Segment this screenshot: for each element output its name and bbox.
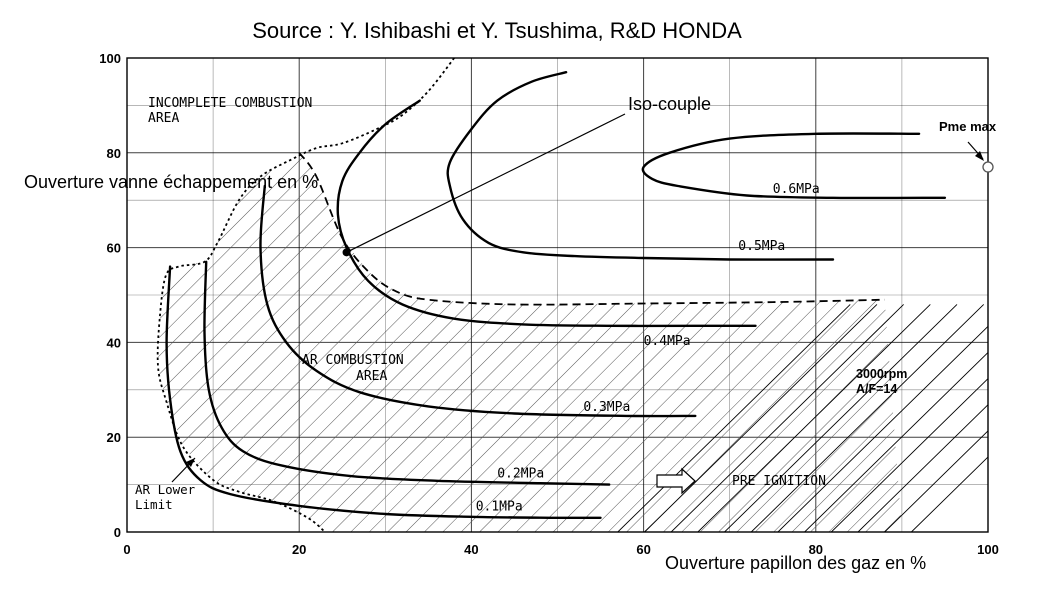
pre-ignition-arrow-icon: [656, 467, 696, 495]
pre-ignition-hatch-line: [617, 304, 851, 532]
pre-ignition-label: PRE IGNITION: [732, 474, 826, 489]
y-tick-label: 60: [107, 241, 121, 256]
iso-couple-label: Iso-couple: [628, 94, 711, 114]
pme-max-point: [982, 161, 994, 173]
ar-lower-limit-label-2: Limit: [135, 497, 173, 512]
series-line: [259, 184, 697, 418]
y-tick-label: 0: [114, 525, 121, 540]
pme-max-arrowhead: [975, 151, 984, 161]
y-tick-label: 80: [107, 146, 121, 161]
y-tick-label: 40: [107, 335, 121, 350]
pre-ignition-hatch-line: [777, 325, 988, 532]
x-tick-label: 40: [464, 542, 478, 557]
curve-label: 0.5MPa: [738, 239, 785, 254]
pre-ignition-hatch-line: [830, 378, 988, 532]
pre-ignition-hatch-line: [670, 304, 904, 532]
curve-label: 0.3MPa: [583, 400, 630, 415]
x-tick-label: 100: [977, 542, 999, 557]
rpm-condition-label: 3000rpm: [856, 367, 907, 381]
curve-labels: 0.1MPa 0.2MPa 0.3MPa 0.4MPa 0.5MPa 0.6MPa: [476, 182, 820, 515]
curve-label: 0.2MPa: [497, 466, 544, 481]
axis-ticks: 0 20 40 60 80 100 0 20 40 60 80 100: [99, 51, 999, 557]
ar-combustion-area-label: AREA: [356, 369, 387, 384]
pme-max-label: Pme max: [939, 119, 997, 134]
y-tick-label: 100: [99, 51, 121, 66]
pre-ignition-hatch-line: [697, 304, 931, 532]
iso-pressure-curves: [165, 71, 947, 520]
incomplete-combustion-label: INCOMPLETE COMBUSTION: [148, 96, 312, 111]
curve-label: 0.1MPa: [476, 500, 523, 515]
series-line: [203, 260, 611, 486]
chart-title: Source : Y. Ishibashi et Y. Tsushima, R&…: [252, 18, 742, 43]
series-line: [446, 71, 835, 261]
ar-lower-limit-arrowhead: [186, 458, 195, 467]
pre-ignition-hatch-line: [884, 430, 988, 532]
pre-ignition-hatch-line: [644, 304, 878, 532]
x-axis-title: Ouverture papillon des gaz en %: [665, 553, 926, 573]
incomplete-combustion-area-label: AREA: [148, 111, 179, 126]
curve-label: 0.4MPa: [644, 334, 691, 349]
boundary-incomplete-combustion-limit: [298, 152, 885, 306]
y-axis-title-line1: Ouverture vanne échappement en %: [24, 172, 318, 192]
curve-label: 0.6MPa: [773, 182, 820, 197]
air-fuel-condition-label: A/F=14: [856, 382, 897, 396]
x-tick-label: 80: [809, 542, 823, 557]
x-tick-label: 60: [636, 542, 650, 557]
pre-ignition-hatch-line: [857, 404, 988, 532]
series-line: [336, 99, 757, 328]
pre-ignition-hatch-line: [750, 304, 985, 532]
series-line: [641, 132, 947, 200]
iso-couple-leader-line: [346, 113, 626, 253]
iso-couple-point: [342, 248, 351, 257]
x-tick-label: 20: [292, 542, 306, 557]
pre-ignition-hatch-line: [724, 304, 958, 532]
pre-ignition-hatch-line: [911, 456, 988, 532]
series-line: [165, 265, 602, 520]
pre-ignition-hatch: [617, 304, 988, 532]
ar-combustion-label: AR COMBUSTION: [302, 353, 404, 368]
ar-lower-limit-label: AR Lower: [135, 482, 196, 497]
plot-frame: [126, 57, 989, 533]
y-tick-label: 20: [107, 430, 121, 445]
x-tick-label: 0: [123, 542, 130, 557]
pre-ignition-hatch-line: [804, 351, 988, 532]
